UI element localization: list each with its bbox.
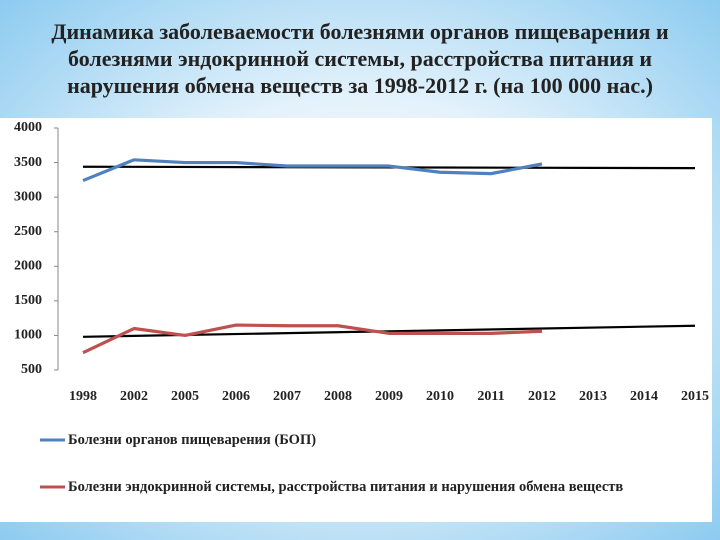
x-tick-label: 2006 — [222, 389, 250, 404]
series-line — [82, 323, 543, 355]
x-tick-label: 2011 — [477, 389, 504, 404]
chart-panel — [0, 118, 712, 522]
x-tick-label: 2008 — [324, 389, 352, 404]
y-tick-label: 3000 — [14, 189, 42, 204]
y-tick-label: 3500 — [14, 155, 42, 170]
x-tick-label: 2010 — [426, 389, 454, 404]
y-tick-label: 2000 — [14, 259, 42, 274]
x-tick-label: 2009 — [375, 389, 403, 404]
series-line — [82, 158, 543, 183]
y-tick-label: 4000 — [14, 120, 42, 135]
x-tick-label: 2005 — [171, 389, 199, 404]
legend-label: Болезни эндокринной системы, расстройств… — [68, 479, 624, 495]
x-tick-label: 2014 — [630, 389, 658, 404]
x-tick-label: 2013 — [579, 389, 607, 404]
y-tick-label: 500 — [21, 362, 42, 377]
y-tick-label: 1500 — [14, 293, 42, 308]
x-tick-label: 2002 — [120, 389, 148, 404]
y-tick-label: 2500 — [14, 224, 42, 239]
x-tick-label: 2015 — [681, 389, 709, 404]
y-tick-label: 1000 — [14, 328, 42, 343]
x-tick-label: 2012 — [528, 389, 556, 404]
legend-label: Болезни органов пищеварения (БОП) — [68, 432, 317, 448]
x-tick-label: 2007 — [273, 389, 301, 404]
chart-title: Динамика заболеваемости болезнями органо… — [51, 19, 669, 98]
x-tick-label: 1998 — [69, 389, 97, 404]
